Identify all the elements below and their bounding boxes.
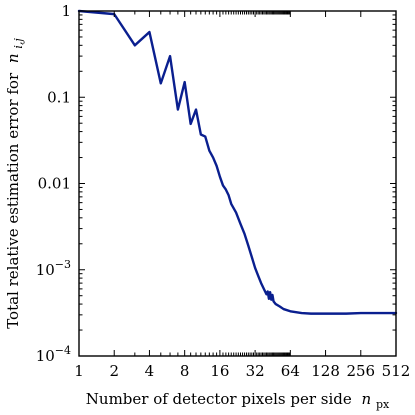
- x-tick-label: 256: [346, 362, 375, 380]
- y-axis-label-subscript: i,j: [12, 38, 25, 49]
- y-axis-ticks: [79, 10, 396, 357]
- x-axis-label-text: Number of detector pixels per side: [86, 390, 352, 408]
- x-tick-label: 64: [281, 362, 300, 380]
- x-axis-label-subscript: px: [376, 398, 390, 411]
- y-tick-label: 1: [61, 2, 71, 20]
- y-tick-label: 10−4: [36, 344, 71, 365]
- plot-frame: [78, 10, 397, 357]
- y-axis-label-symbol: n: [4, 53, 22, 63]
- y-tick-label: 0.01: [38, 175, 71, 193]
- x-axis-label-symbol: n: [362, 390, 372, 408]
- y-tick-label: 10−3: [36, 258, 71, 279]
- x-tick-label: 8: [180, 362, 190, 380]
- x-tick-label: 2: [109, 362, 119, 380]
- y-tick-label: 0.1: [47, 88, 71, 106]
- x-tick-label: 512: [382, 362, 411, 380]
- x-axis-label: Number of detector pixels per side n px: [86, 390, 390, 411]
- x-axis-ticks: [78, 11, 397, 356]
- x-tick-label: 128: [311, 362, 340, 380]
- x-tick-label: 1: [74, 362, 84, 380]
- x-axis-tick-labels: 1 2 4 8 16 32 64 128 256 512: [74, 362, 410, 380]
- x-tick-label: 4: [145, 362, 155, 380]
- series-line-0: [77, 9, 398, 315]
- y-axis-tick-labels: 10−4 10−3 0.01 0.1 1: [36, 2, 71, 365]
- y-axis-label: Total relative estimation error for n i,…: [4, 38, 25, 329]
- plot-line-layer: [77, 9, 398, 315]
- x-tick-label: 16: [210, 362, 229, 380]
- y-axis-label-text: Total relative estimation error for: [4, 72, 22, 329]
- x-tick-label: 32: [246, 362, 265, 380]
